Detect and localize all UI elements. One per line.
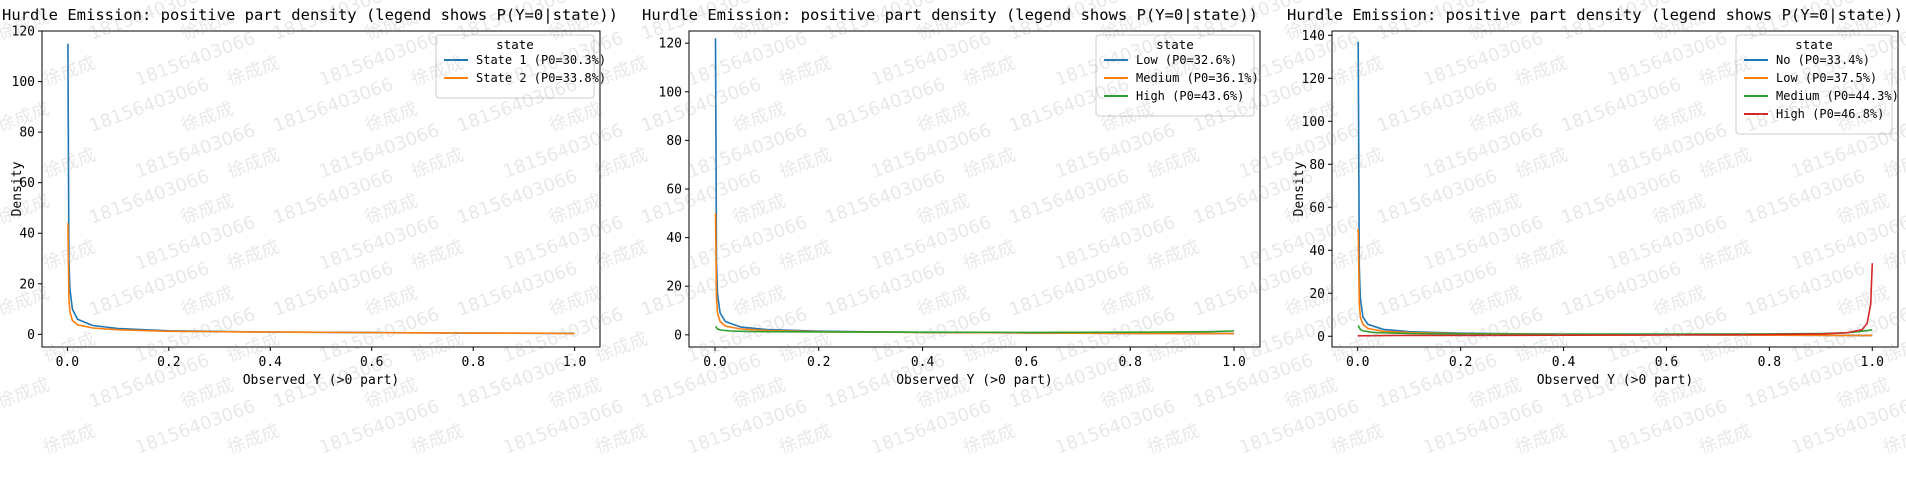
- series-line-2: [67, 223, 575, 335]
- y-tick-label: 60: [666, 183, 682, 198]
- y-axis-label: Density: [1292, 161, 1307, 216]
- plot-frame: [1331, 30, 1899, 348]
- x-tick-label: 0.6: [1655, 355, 1678, 370]
- x-tick-label: 0.8: [1758, 355, 1781, 370]
- legend-title: state: [1795, 37, 1833, 52]
- x-tick-label: 1.0: [1222, 355, 1245, 370]
- x-tick-label: 0.4: [911, 355, 935, 370]
- y-tick-label: 100: [659, 85, 682, 100]
- legend-title: state: [496, 37, 534, 52]
- legend-entry: High (P0=46.8%): [1776, 107, 1884, 121]
- legend-box: [1095, 34, 1255, 117]
- legend-entry: Low (P0=32.6%): [1136, 53, 1237, 67]
- y-tick-label: 0: [1317, 330, 1325, 345]
- series-line-3: [714, 325, 1235, 334]
- chart-title: Hurdle Emission: positive part density (…: [642, 6, 1258, 24]
- y-axis-label: Density: [10, 161, 25, 216]
- y-tick-label: 120: [1302, 72, 1325, 87]
- x-tick-label: 0.2: [1449, 355, 1472, 370]
- plot-frame: [41, 30, 601, 348]
- x-tick-label: 0.2: [807, 355, 830, 370]
- chart-panel-1: Hurdle Emission: positive part density (…: [2, 6, 618, 388]
- legend-entry: Low (P0=37.5%): [1776, 71, 1877, 85]
- y-tick-label: 0: [674, 328, 682, 343]
- x-tick-label: 0.8: [1118, 355, 1141, 370]
- y-tick-label: 120: [659, 37, 682, 52]
- legend-entry: State 2 (P0=33.8%): [476, 71, 606, 85]
- y-tick-label: 20: [19, 277, 35, 292]
- x-tick-label: 0.6: [1015, 355, 1038, 370]
- y-tick-label: 20: [1309, 287, 1325, 302]
- legend-box: [435, 34, 595, 99]
- legend-box: [1735, 34, 1893, 135]
- x-tick-label: 1.0: [1861, 355, 1884, 370]
- x-tick-label: 0.0: [703, 355, 726, 370]
- chart-panel-3: Hurdle Emission: positive part density (…: [1287, 6, 1903, 388]
- y-tick-label: 60: [1309, 201, 1325, 216]
- legend-entry: No (P0=33.4%): [1776, 53, 1870, 67]
- x-tick-label: 0.8: [461, 355, 484, 370]
- y-tick-label: 120: [12, 25, 35, 40]
- x-tick-label: 0.4: [1552, 355, 1576, 370]
- legend-entry: Medium (P0=36.1%): [1136, 71, 1259, 85]
- series-line-2: [1357, 228, 1873, 337]
- x-tick-label: 0.0: [1346, 355, 1369, 370]
- x-tick-label: 1.0: [563, 355, 586, 370]
- y-tick-label: 40: [19, 227, 35, 242]
- y-tick-label: 40: [1309, 244, 1325, 259]
- y-tick-label: 80: [666, 134, 682, 149]
- x-axis-label: Observed Y (>0 part): [896, 373, 1053, 388]
- x-tick-label: 0.4: [259, 355, 283, 370]
- x-axis-label: Observed Y (>0 part): [1537, 373, 1694, 388]
- y-tick-label: 40: [666, 231, 682, 246]
- legend-title: state: [1156, 37, 1194, 52]
- y-tick-label: 100: [12, 75, 35, 90]
- y-tick-label: 20: [666, 280, 682, 295]
- x-axis-label: Observed Y (>0 part): [243, 373, 400, 388]
- chart-title: Hurdle Emission: positive part density (…: [2, 6, 618, 24]
- series-line-4: [1357, 263, 1874, 337]
- x-tick-label: 0.6: [360, 355, 383, 370]
- x-tick-label: 0.2: [157, 355, 180, 370]
- x-tick-label: 0.0: [56, 355, 79, 370]
- chart-title: Hurdle Emission: positive part density (…: [1287, 6, 1903, 24]
- legend-entry: Medium (P0=44.3%): [1776, 89, 1899, 103]
- y-tick-label: 100: [1302, 115, 1325, 130]
- y-tick-label: 140: [1302, 29, 1325, 44]
- y-tick-label: 60: [19, 176, 35, 191]
- legend-entry: State 1 (P0=30.3%): [476, 53, 606, 67]
- legend-entry: High (P0=43.6%): [1136, 89, 1244, 103]
- series-line-2: [714, 213, 1234, 335]
- y-tick-label: 80: [19, 126, 35, 141]
- y-tick-label: 0: [27, 328, 35, 343]
- chart-panel-2: Hurdle Emission: positive part density (…: [642, 6, 1261, 388]
- y-tick-label: 80: [1309, 158, 1325, 173]
